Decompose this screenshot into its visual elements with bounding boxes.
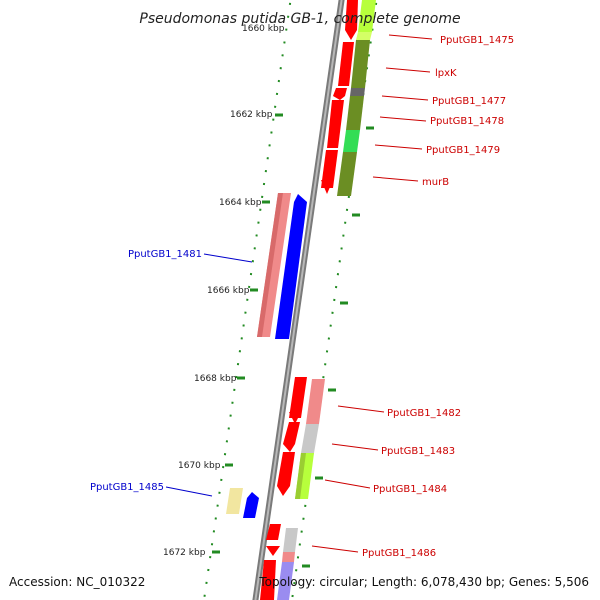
gene-label-1482[interactable]: PputGB1_1482 [387, 408, 461, 419]
gene-block-1486 [260, 524, 298, 600]
gene-label-1484[interactable]: PputGB1_1484 [373, 484, 447, 495]
gene-lpxK-olive[interactable] [351, 40, 370, 88]
gene-label-1475[interactable]: PputGB1_1475 [440, 35, 514, 46]
gene-1475-arrow[interactable] [345, 0, 358, 40]
tick-label-1664: 1664 kbp [219, 198, 262, 208]
gene-block-1482-1484 [277, 377, 325, 499]
gene-block-1481 [257, 193, 307, 339]
gene-label-1479[interactable]: PputGB1_1479 [426, 145, 500, 156]
gene-label-1486[interactable]: PputGB1_1486 [362, 548, 436, 559]
tick-label-1672: 1672 kbp [163, 548, 206, 558]
gene-1483-gray[interactable] [301, 424, 319, 453]
tick-label-1666: 1666 kbp [207, 286, 250, 296]
gene-1485-blue[interactable] [243, 492, 259, 518]
gene-label-lpxK[interactable]: lpxK [435, 68, 457, 79]
gene-1478-bar[interactable] [327, 100, 344, 148]
genome-summary-text: Topology: circular; Length: 6,078,430 bp… [258, 575, 589, 589]
kbp-ticks [212, 113, 374, 568]
gene-label-1483[interactable]: PputGB1_1483 [381, 446, 455, 457]
tick-label-1670: 1670 kbp [178, 461, 221, 471]
tick-label-1668: 1668 kbp [194, 374, 237, 384]
gene-1478-olive[interactable] [346, 96, 364, 130]
gene-1477-arrow[interactable] [333, 88, 347, 100]
tick-label-1662: 1662 kbp [230, 110, 273, 120]
gene-block-1485 [226, 488, 259, 518]
gene-1482-pink[interactable] [306, 379, 325, 424]
tick-label-1660: 1660 kbp [242, 24, 285, 34]
gene-1477-gray[interactable] [350, 88, 365, 96]
gene-label-1477[interactable]: PputGB1_1477 [432, 96, 506, 107]
gene-1481-blue[interactable] [275, 194, 307, 339]
gene-1483-red[interactable] [283, 422, 300, 452]
gene-1486-gray[interactable] [283, 528, 298, 552]
right-tick-guide [291, 0, 378, 600]
gene-1485-yellow[interactable] [226, 488, 243, 514]
gene-label-1481[interactable]: PputGB1_1481 [128, 249, 202, 260]
gene-block-1475-murB [321, 0, 376, 196]
gene-label-1478[interactable]: PputGB1_1478 [430, 116, 504, 127]
gene-murB-olive[interactable] [337, 152, 357, 196]
gene-1482-red[interactable] [289, 377, 307, 418]
gene-label-murB[interactable]: murB [422, 177, 449, 188]
label-leaders [165, 34, 433, 553]
gene-lpxK-bar[interactable] [338, 42, 354, 86]
gene-label-1485[interactable]: PputGB1_1485 [90, 482, 164, 493]
gene-1486-red[interactable] [266, 524, 281, 540]
gene-murB-bar[interactable] [321, 150, 338, 188]
gene-1484-red[interactable] [277, 452, 295, 496]
accession-text: Accession: NC_010322 [9, 575, 145, 589]
gene-1475-olive[interactable] [358, 0, 376, 32]
gene-1479-green[interactable] [343, 130, 360, 152]
map-title: Pseudomonas putida GB-1, complete genome [139, 11, 460, 27]
